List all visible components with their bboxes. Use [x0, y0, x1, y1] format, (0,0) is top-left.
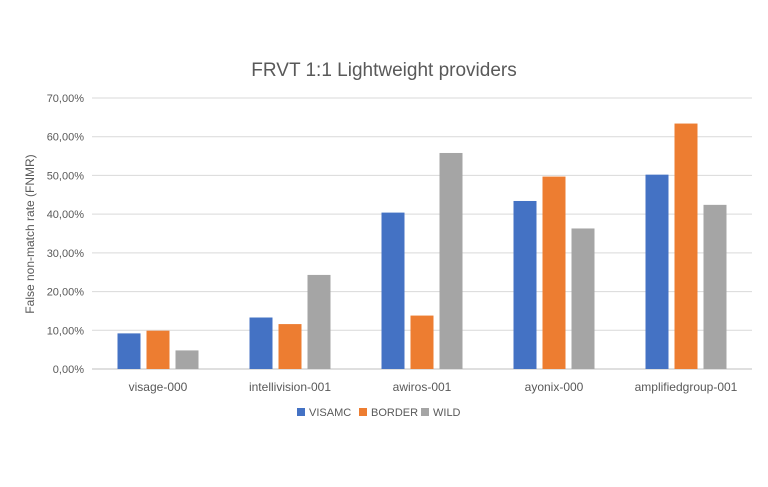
y-tick-label: 50,00% — [47, 170, 85, 182]
bar-visamc-intellivision-001 — [249, 317, 273, 369]
legend-swatch-wild — [421, 408, 429, 416]
x-category-label: visage-000 — [129, 380, 188, 394]
bar-border-awiros-001 — [410, 315, 434, 369]
x-category-label: awiros-001 — [393, 380, 452, 394]
x-category-labels: visage-000 intellivision-001 awiros-001 ayo… — [129, 380, 738, 394]
y-tick-label: 10,00% — [47, 325, 85, 337]
bar-border-visage-000 — [146, 330, 170, 369]
x-category-label: amplifiedgroup-001 — [635, 380, 738, 394]
legend-swatch-border — [359, 408, 367, 416]
bars — [117, 123, 727, 370]
y-tick-labels: 0,00% 10,00% 20,00% 30,00% 40,00% 50,00% 60,00… — [47, 93, 85, 376]
bar-wild-ayonix-000 — [571, 228, 595, 369]
legend: VISAMC BORDER WILD — [297, 407, 461, 419]
legend-swatch-visamc — [297, 408, 305, 416]
bar-visamc-awiros-001 — [381, 212, 405, 369]
bar-wild-intellivision-001 — [307, 274, 331, 369]
bar-wild-visage-000 — [175, 350, 199, 369]
bar-visamc-amplifiedgroup-001 — [645, 174, 669, 369]
bar-border-amplifiedgroup-001 — [674, 123, 698, 370]
y-tick-label: 30,00% — [47, 248, 85, 260]
bar-visamc-visage-000 — [117, 333, 141, 369]
y-axis-title: False non-match rate (FNMR) — [23, 154, 37, 313]
gridlines — [92, 97, 752, 370]
y-tick-label: 70,00% — [47, 93, 85, 105]
bar-visamc-ayonix-000 — [513, 200, 537, 369]
bar-border-ayonix-000 — [542, 176, 566, 369]
legend-label-wild: WILD — [433, 407, 461, 419]
legend-label-border: BORDER — [371, 407, 418, 419]
y-tick-label: 20,00% — [47, 287, 85, 299]
y-tick-label: 40,00% — [47, 209, 85, 221]
bar-wild-amplifiedgroup-001 — [703, 204, 727, 369]
y-tick-label: 60,00% — [47, 132, 85, 144]
y-tick-label: 0,00% — [53, 364, 84, 376]
chart-title: FRVT 1:1 Lightweight providers — [251, 60, 516, 81]
x-category-label: ayonix-000 — [525, 380, 584, 394]
bar-border-intellivision-001 — [278, 324, 302, 369]
x-category-label: intellivision-001 — [249, 380, 331, 394]
bar-wild-awiros-001 — [439, 152, 463, 369]
legend-label-visamc: VISAMC — [309, 407, 351, 419]
